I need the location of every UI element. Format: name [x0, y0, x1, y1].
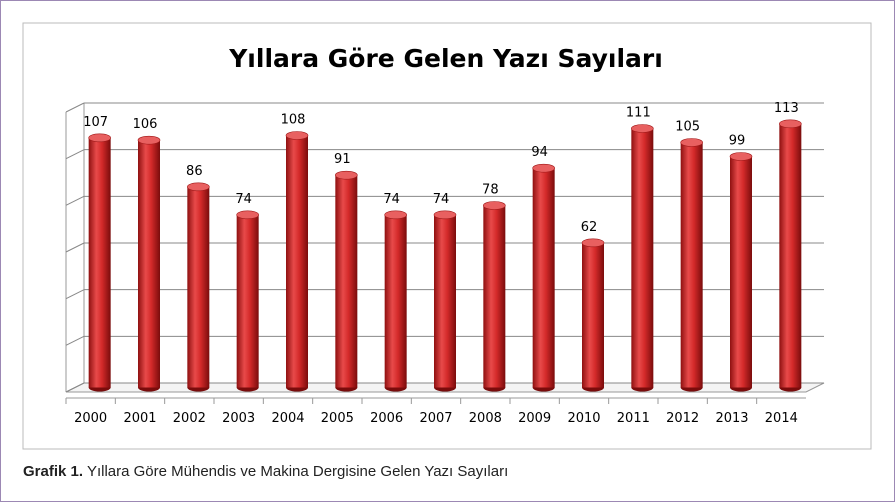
bar: [532, 168, 555, 388]
grid-line-side: [65, 102, 85, 113]
bar-top: [335, 170, 358, 180]
bar-top: [581, 238, 605, 248]
chart: Yıllara Göre Gelen Yazı Sayıları 2000 107…: [22, 22, 872, 450]
value-label: 99: [729, 134, 746, 149]
bar: [286, 135, 308, 388]
x-tick-label: 2010: [567, 411, 600, 426]
value-label: 74: [235, 192, 252, 207]
bar-top: [285, 131, 309, 140]
x-tick-label: 2003: [222, 411, 255, 426]
value-label: 105: [675, 120, 700, 135]
value-label: 62: [581, 220, 598, 235]
value-label: 91: [334, 152, 351, 167]
bar: [582, 242, 604, 388]
bar: [335, 175, 358, 388]
value-label: 94: [531, 145, 548, 160]
x-tick-label: 2008: [469, 411, 502, 426]
bar-top: [631, 124, 654, 133]
x-tick-label: 2006: [370, 411, 403, 426]
x-tick-label: 2007: [419, 411, 452, 426]
bar-top: [680, 138, 703, 147]
bar: [730, 156, 752, 388]
bar-top: [187, 182, 210, 192]
value-label: 107: [83, 115, 108, 130]
bar: [236, 214, 259, 388]
grid-line-side: [65, 289, 85, 300]
bar-top: [236, 210, 259, 220]
bar-top: [384, 210, 407, 220]
bar-top: [779, 119, 802, 129]
bar-top: [88, 133, 111, 143]
bar: [680, 142, 703, 388]
value-label: 111: [626, 106, 651, 121]
x-tick-label: 2004: [271, 411, 304, 426]
caption-label: Grafik 1.: [23, 463, 84, 480]
bar: [631, 128, 654, 388]
x-tick-label: 2011: [617, 411, 650, 426]
value-label: 108: [281, 113, 306, 128]
x-tick-label: 2002: [173, 411, 206, 426]
chart-title: Yıllara Göre Gelen Yazı Sayıları: [228, 44, 663, 73]
bar: [138, 140, 160, 388]
grid-line-side: [65, 149, 85, 160]
caption-text: Yıllara Göre Mühendis ve Makina Dergisin…: [86, 463, 509, 480]
x-tick-label: 2013: [715, 411, 748, 426]
x-tick-label: 2000: [74, 411, 107, 426]
value-label: 78: [482, 183, 499, 198]
value-label: 74: [383, 192, 400, 207]
value-label: 113: [774, 101, 799, 116]
x-tick-label: 2014: [765, 411, 798, 426]
value-label: 106: [133, 117, 158, 132]
value-label: 86: [186, 164, 203, 179]
bar-top: [729, 152, 753, 161]
bar-top: [532, 163, 555, 173]
bar: [483, 205, 506, 388]
grid-line-side: [65, 242, 85, 253]
value-label: 74: [433, 192, 450, 207]
bar: [187, 186, 210, 388]
x-tick-label: 2012: [666, 411, 699, 426]
grid-line-side: [65, 382, 85, 393]
bar-top: [483, 201, 506, 210]
bar: [88, 137, 111, 388]
caption: Grafik 1. Yıllara Göre Mühendis ve Makin…: [23, 463, 508, 480]
bar-top: [137, 135, 161, 145]
x-tick-label: 2001: [123, 411, 156, 426]
grid-line-side: [65, 335, 85, 346]
x-tick-label: 2005: [321, 411, 354, 426]
grid-line-side: [65, 195, 85, 206]
bar-top: [433, 210, 457, 220]
bar: [779, 123, 802, 388]
bar: [434, 214, 456, 388]
bar: [384, 214, 407, 388]
x-tick-label: 2009: [518, 411, 551, 426]
